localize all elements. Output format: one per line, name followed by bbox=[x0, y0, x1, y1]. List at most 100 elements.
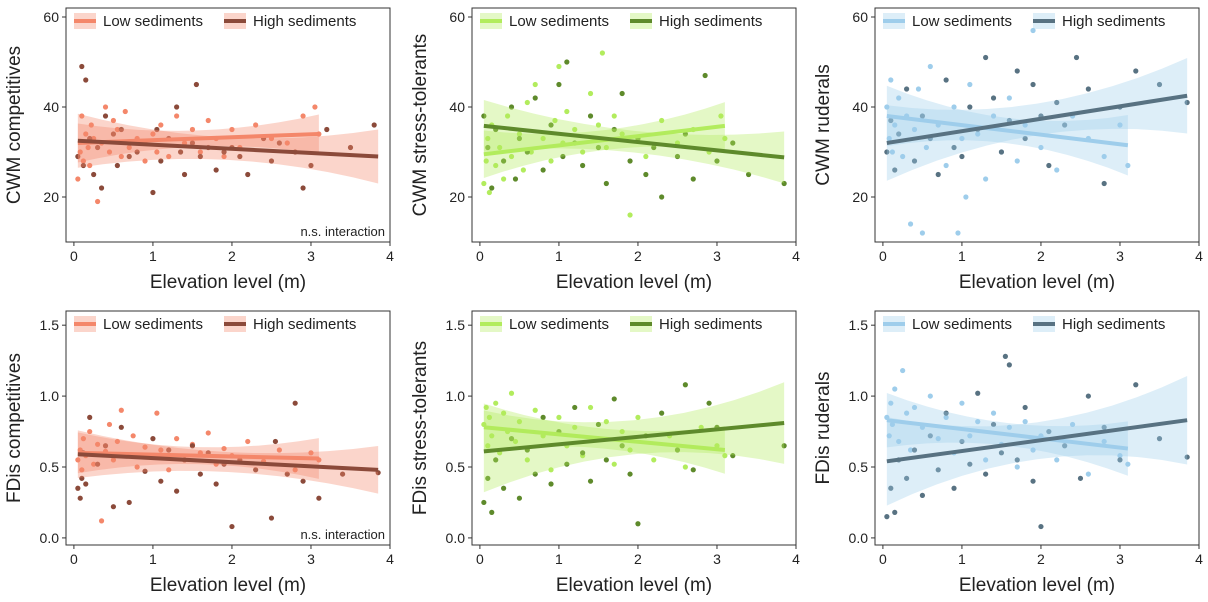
data-point bbox=[556, 81, 562, 88]
data-point bbox=[221, 153, 227, 160]
data-point bbox=[967, 433, 973, 439]
data-point bbox=[300, 185, 306, 191]
x-axis-label: Elevation level (m) bbox=[150, 575, 306, 596]
data-point bbox=[485, 443, 491, 449]
data-point bbox=[889, 149, 895, 155]
data-point bbox=[79, 467, 85, 473]
data-point bbox=[501, 158, 507, 164]
data-point bbox=[532, 407, 538, 413]
data-point bbox=[193, 81, 199, 88]
panel-4: 0 1 2 3 4 0.0 0.5 1.0 1.5 Elevation level (m) FDis… bbox=[4, 310, 394, 596]
data-point bbox=[276, 447, 282, 453]
data-point bbox=[80, 162, 86, 169]
data-point bbox=[896, 95, 902, 101]
x-axis-label: Elevation level (m) bbox=[556, 272, 712, 293]
legend-item: High sediments bbox=[1033, 316, 1165, 333]
data-point bbox=[892, 509, 898, 515]
data-point bbox=[174, 488, 180, 494]
data-point bbox=[1054, 457, 1060, 463]
data-point bbox=[134, 464, 140, 470]
annotation: n.s. interaction bbox=[300, 224, 385, 239]
y-tick-label: 40 bbox=[449, 99, 465, 115]
plot-area bbox=[65, 7, 391, 243]
data-point bbox=[983, 471, 989, 477]
data-point bbox=[919, 492, 926, 498]
x-tick-label: 2 bbox=[228, 248, 236, 264]
data-point bbox=[98, 518, 105, 524]
data-point bbox=[79, 63, 85, 70]
data-point bbox=[489, 185, 495, 191]
data-point bbox=[587, 113, 594, 119]
data-point bbox=[166, 153, 172, 160]
x-tick-label: 3 bbox=[1116, 551, 1124, 567]
data-point bbox=[197, 471, 203, 477]
data-point bbox=[911, 158, 918, 164]
legend-label: Low sediments bbox=[103, 316, 203, 333]
data-point bbox=[904, 86, 910, 92]
data-point bbox=[682, 382, 688, 388]
data-point bbox=[1002, 353, 1008, 359]
data-point bbox=[619, 131, 625, 137]
data-point bbox=[548, 481, 554, 487]
data-point bbox=[158, 158, 164, 164]
y-tick-label: 1.0 bbox=[849, 388, 869, 404]
x-tick-label: 2 bbox=[1037, 248, 1045, 264]
data-point bbox=[904, 410, 910, 416]
data-point bbox=[1085, 471, 1091, 477]
data-point bbox=[935, 436, 941, 442]
data-point bbox=[927, 433, 933, 439]
x-tick-label: 1 bbox=[958, 551, 966, 567]
data-point bbox=[87, 414, 93, 420]
data-point bbox=[967, 104, 973, 110]
data-point bbox=[548, 467, 554, 473]
data-point bbox=[1073, 54, 1080, 61]
data-point bbox=[643, 153, 649, 160]
data-point bbox=[611, 461, 617, 467]
data-point bbox=[150, 189, 156, 196]
data-point bbox=[900, 153, 906, 160]
data-point bbox=[627, 158, 633, 164]
data-point bbox=[308, 450, 314, 456]
data-point bbox=[1085, 393, 1091, 399]
data-point bbox=[253, 467, 259, 473]
data-point bbox=[1062, 122, 1068, 128]
data-point bbox=[524, 99, 530, 106]
x-axis-label: Elevation level (m) bbox=[150, 272, 306, 293]
trend-line bbox=[483, 123, 785, 160]
data-point bbox=[205, 117, 211, 124]
legend-item: High sediments bbox=[1033, 13, 1165, 30]
data-point bbox=[106, 421, 113, 428]
legend-item: Low sediments bbox=[74, 13, 203, 30]
data-point bbox=[1133, 382, 1139, 388]
legend-item: Low sediments bbox=[480, 316, 609, 333]
data-point bbox=[698, 424, 704, 430]
data-point bbox=[959, 153, 965, 160]
x-tick-label: 4 bbox=[1195, 551, 1203, 567]
data-point bbox=[189, 443, 196, 449]
data-point bbox=[189, 126, 196, 133]
data-point bbox=[627, 471, 633, 477]
data-point bbox=[284, 471, 290, 477]
data-point bbox=[483, 404, 489, 411]
panel-3: 0 1 2 3 4 20 40 60 Elevation level (m) CWM rudera… bbox=[813, 7, 1203, 293]
data-point bbox=[951, 144, 957, 151]
data-point bbox=[489, 509, 495, 515]
data-point bbox=[1117, 457, 1123, 463]
data-point bbox=[1014, 464, 1020, 470]
x-tick-label: 4 bbox=[1195, 248, 1203, 264]
data-point bbox=[611, 113, 617, 119]
data-point bbox=[572, 404, 578, 411]
data-point bbox=[481, 113, 487, 119]
data-point bbox=[951, 104, 957, 110]
data-point bbox=[1006, 362, 1012, 368]
data-point bbox=[627, 447, 633, 453]
data-point bbox=[564, 59, 570, 65]
y-tick-label: 40 bbox=[43, 99, 59, 115]
data-point bbox=[718, 113, 724, 119]
plot-content bbox=[75, 63, 379, 205]
data-point bbox=[690, 467, 696, 473]
data-point bbox=[174, 104, 180, 110]
legend-item: Low sediments bbox=[74, 316, 203, 333]
x-tick-label: 2 bbox=[634, 248, 642, 264]
y-tick-label: 1.5 bbox=[40, 317, 60, 333]
